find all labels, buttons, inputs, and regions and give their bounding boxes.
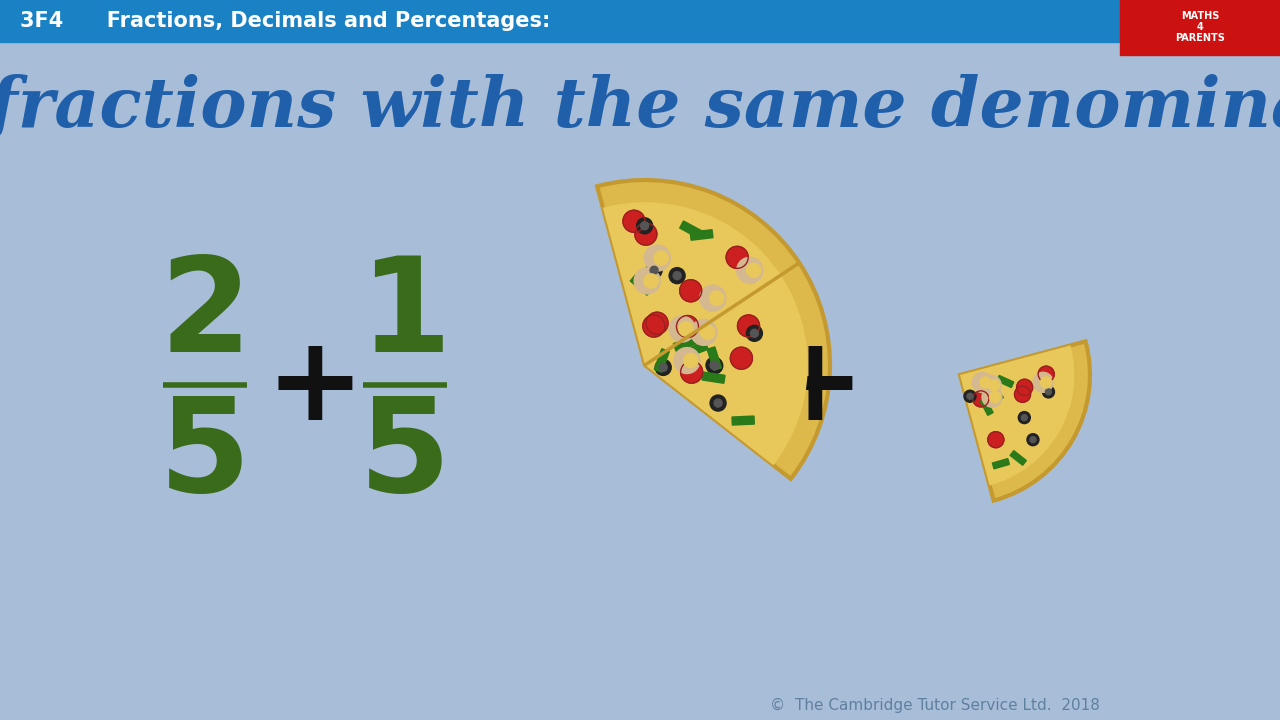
Circle shape bbox=[646, 262, 662, 278]
Circle shape bbox=[966, 393, 973, 399]
Circle shape bbox=[650, 266, 658, 274]
FancyArrow shape bbox=[989, 384, 1004, 401]
Circle shape bbox=[707, 358, 723, 374]
Circle shape bbox=[1042, 386, 1055, 398]
Circle shape bbox=[644, 274, 658, 288]
Circle shape bbox=[1015, 387, 1030, 402]
Circle shape bbox=[979, 377, 991, 388]
Circle shape bbox=[640, 222, 649, 230]
Circle shape bbox=[635, 223, 657, 245]
Circle shape bbox=[634, 268, 660, 294]
FancyArrow shape bbox=[630, 275, 653, 295]
Text: ©  The Cambridge Tutor Service Ltd.  2018: © The Cambridge Tutor Service Ltd. 2018 bbox=[771, 698, 1100, 713]
Circle shape bbox=[678, 322, 694, 336]
FancyArrow shape bbox=[680, 221, 703, 238]
Circle shape bbox=[714, 399, 722, 407]
Circle shape bbox=[654, 251, 668, 265]
FancyArrow shape bbox=[707, 347, 722, 370]
Circle shape bbox=[673, 271, 681, 279]
Wedge shape bbox=[960, 346, 1074, 485]
Text: 2: 2 bbox=[159, 251, 251, 379]
FancyArrow shape bbox=[690, 230, 713, 240]
Circle shape bbox=[707, 357, 722, 373]
Circle shape bbox=[982, 375, 1001, 395]
FancyArrow shape bbox=[980, 398, 993, 415]
Circle shape bbox=[709, 291, 724, 305]
FancyArrow shape bbox=[992, 459, 1010, 469]
Circle shape bbox=[746, 264, 760, 277]
Bar bbox=[0, 0, 1120, 42]
Circle shape bbox=[737, 315, 759, 337]
Circle shape bbox=[746, 325, 763, 341]
Circle shape bbox=[737, 257, 763, 284]
Text: MATHS
4
PARENTS: MATHS 4 PARENTS bbox=[1175, 12, 1225, 42]
Circle shape bbox=[700, 285, 726, 311]
Circle shape bbox=[1021, 415, 1028, 420]
Text: +: + bbox=[765, 330, 864, 444]
Circle shape bbox=[655, 359, 671, 375]
Circle shape bbox=[691, 320, 717, 346]
Circle shape bbox=[726, 246, 748, 269]
Circle shape bbox=[989, 392, 1001, 402]
Circle shape bbox=[684, 354, 698, 368]
Text: Adding fractions with the same denominator: Adding fractions with the same denominat… bbox=[0, 74, 1280, 142]
Wedge shape bbox=[596, 180, 829, 479]
Circle shape bbox=[1019, 412, 1030, 423]
Circle shape bbox=[973, 391, 989, 407]
Circle shape bbox=[1041, 377, 1052, 388]
Circle shape bbox=[710, 361, 718, 370]
Circle shape bbox=[680, 280, 701, 302]
Circle shape bbox=[646, 312, 668, 334]
Circle shape bbox=[676, 315, 699, 338]
Circle shape bbox=[982, 387, 1002, 407]
FancyArrow shape bbox=[997, 375, 1014, 387]
FancyArrow shape bbox=[703, 372, 724, 383]
FancyArrow shape bbox=[732, 416, 754, 425]
Circle shape bbox=[750, 329, 758, 337]
Circle shape bbox=[710, 361, 718, 369]
FancyArrow shape bbox=[673, 336, 696, 351]
Circle shape bbox=[669, 268, 685, 284]
Circle shape bbox=[643, 315, 664, 337]
Text: 5: 5 bbox=[159, 392, 251, 518]
Text: 3F4      Fractions, Decimals and Percentages:: 3F4 Fractions, Decimals and Percentages: bbox=[20, 11, 550, 31]
Circle shape bbox=[988, 379, 1000, 391]
Circle shape bbox=[623, 210, 645, 233]
Circle shape bbox=[636, 217, 653, 234]
Circle shape bbox=[700, 325, 714, 340]
Circle shape bbox=[1046, 389, 1051, 395]
Circle shape bbox=[659, 364, 667, 372]
Circle shape bbox=[1030, 437, 1036, 443]
Circle shape bbox=[710, 395, 726, 411]
Bar bbox=[1120, 0, 1280, 55]
Circle shape bbox=[964, 390, 975, 402]
Circle shape bbox=[1033, 372, 1053, 392]
Circle shape bbox=[681, 361, 703, 383]
Circle shape bbox=[669, 316, 695, 342]
Circle shape bbox=[731, 347, 753, 369]
Circle shape bbox=[644, 245, 671, 271]
Wedge shape bbox=[960, 341, 1091, 500]
Circle shape bbox=[973, 372, 992, 392]
Circle shape bbox=[1038, 366, 1055, 382]
Wedge shape bbox=[603, 202, 808, 465]
Circle shape bbox=[988, 432, 1004, 448]
Text: 5: 5 bbox=[360, 392, 451, 518]
Circle shape bbox=[1016, 379, 1033, 395]
Text: 1: 1 bbox=[360, 251, 451, 379]
FancyArrow shape bbox=[685, 342, 708, 357]
FancyArrow shape bbox=[654, 348, 669, 372]
Circle shape bbox=[675, 348, 700, 374]
Circle shape bbox=[1027, 433, 1039, 446]
Text: +: + bbox=[265, 330, 365, 444]
FancyArrow shape bbox=[1010, 451, 1027, 465]
